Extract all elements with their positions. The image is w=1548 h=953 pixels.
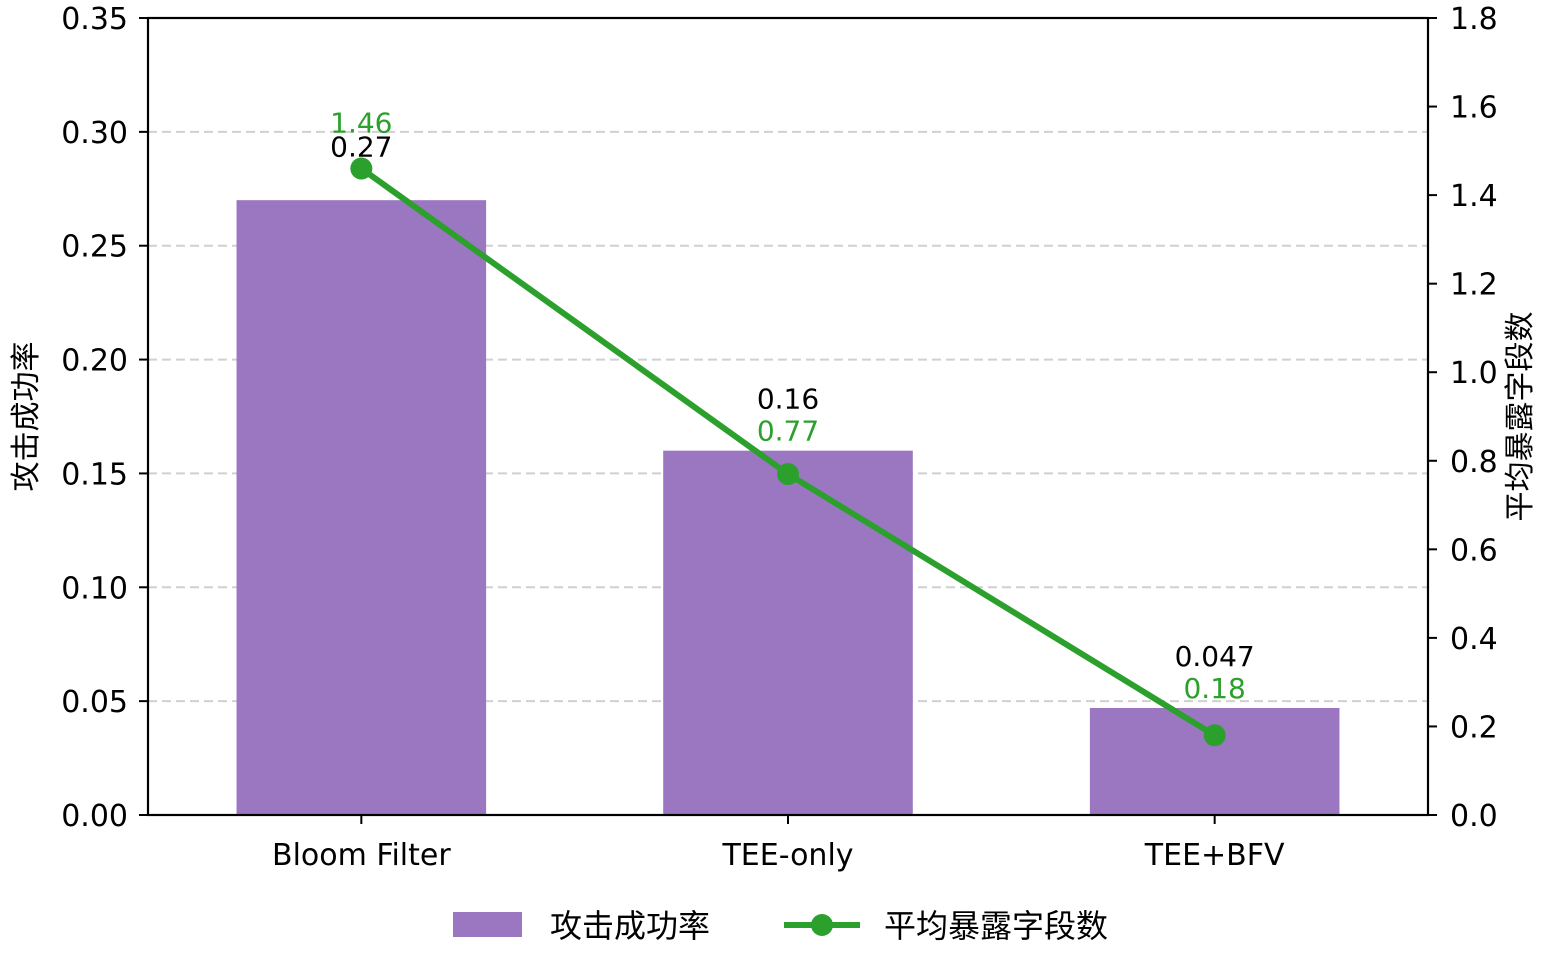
y2-tick-label: 1.4 [1450, 179, 1498, 214]
x-tick-label: TEE+BFV [1144, 838, 1285, 873]
line-value-label: 0.77 [757, 415, 819, 448]
y2-tick-label: 0.4 [1450, 622, 1498, 657]
y-tick-label: 0.05 [61, 685, 128, 720]
legend-line-marker [811, 914, 833, 936]
y-tick-label: 0.25 [61, 230, 128, 265]
line-point [1203, 724, 1226, 747]
y2-tick-label: 1.8 [1450, 2, 1498, 37]
y2-tick-label: 1.2 [1450, 268, 1498, 303]
bar-value-label: 0.16 [757, 383, 819, 416]
line-point [350, 157, 373, 180]
y2-tick-label: 0.8 [1450, 445, 1498, 480]
y-tick-label: 0.10 [61, 571, 128, 606]
y2-tick-label: 0.2 [1450, 710, 1498, 745]
y2-tick-label: 1.6 [1450, 91, 1498, 126]
line-point [777, 463, 799, 486]
y2-tick-label: 0.6 [1450, 533, 1498, 568]
y2-axis-title: 平均暴露字段数 [1503, 312, 1538, 522]
bars [236, 200, 1340, 815]
bar-value-label: 0.047 [1175, 640, 1255, 673]
legend-bar-swatch [453, 912, 522, 937]
y2-tick-label: 0.0 [1450, 799, 1498, 834]
legend: 攻击成功率 平均暴露字段数 [453, 907, 1108, 945]
x-tick-label: TEE-only [721, 838, 853, 873]
bar-tee-bfv [1089, 707, 1340, 815]
axes: 0.00 0.05 0.10 0.15 0.20 0.25 0.30 0.35 0.0 0.2 0.… [9, 2, 1538, 873]
bar-tee-only [663, 450, 913, 815]
bar-bloom-filter [236, 200, 487, 815]
y2-tick-label: 1.0 [1450, 356, 1498, 391]
y-axis-title: 攻击成功率 [9, 342, 44, 492]
legend-bar-label: 攻击成功率 [550, 907, 710, 945]
y-tick-label: 0.20 [61, 344, 128, 379]
x-tick-label: Bloom Filter [272, 838, 451, 873]
bar-value-label: 0.27 [330, 131, 392, 164]
legend-line-label: 平均暴露字段数 [884, 907, 1108, 945]
y-tick-label: 0.35 [61, 2, 128, 37]
y-tick-label: 0.15 [61, 457, 128, 492]
y-tick-label: 0.30 [61, 116, 128, 151]
line-value-label: 1.46 [330, 107, 392, 140]
y-tick-label: 0.00 [61, 799, 128, 834]
line-series [350, 157, 1226, 747]
line-value-label: 0.18 [1183, 672, 1245, 705]
